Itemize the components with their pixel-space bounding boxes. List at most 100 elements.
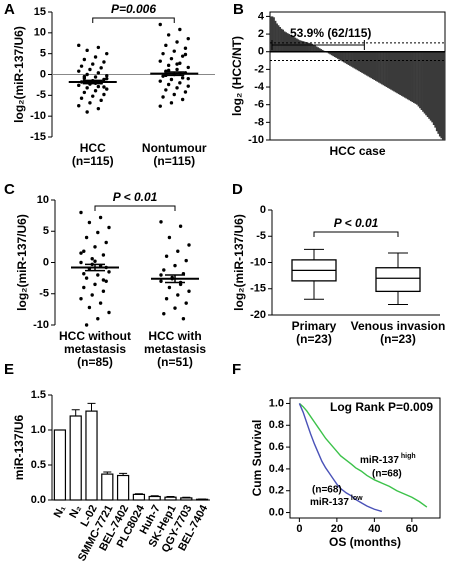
dot [180, 54, 185, 58]
dot [105, 76, 109, 81]
bar [362, 51, 365, 74]
dot [96, 84, 101, 89]
bar [346, 51, 348, 65]
bar [132, 493, 146, 501]
y-axis-label: log₂(miR-137/U6) [15, 214, 29, 311]
y-tick-label: 0 [260, 204, 266, 216]
bar [385, 51, 388, 88]
bar [390, 51, 393, 90]
bar [338, 51, 341, 60]
x-tick-label: 0 [296, 523, 302, 535]
p-value: P=0.006 [111, 2, 156, 16]
bar [277, 25, 280, 52]
dot [85, 86, 89, 90]
bar [301, 41, 304, 52]
survival-curve [298, 402, 428, 508]
bar [352, 51, 354, 68]
n-label: (n=51) [157, 355, 193, 369]
bar [335, 51, 338, 58]
bar [355, 51, 358, 70]
bar [271, 16, 274, 52]
dot [88, 67, 92, 72]
bar [333, 51, 336, 58]
bar [349, 51, 351, 66]
dot [175, 62, 179, 66]
bar [343, 51, 345, 63]
bar [429, 51, 432, 121]
bar [318, 48, 321, 52]
dot [159, 279, 163, 283]
bar [53, 429, 67, 501]
bracket [271, 40, 365, 50]
x-tick-label: HCC [80, 141, 106, 155]
bar [416, 51, 418, 105]
legend-sup: high [401, 453, 416, 460]
bar [164, 496, 177, 501]
bar [391, 51, 394, 91]
y-tick-label: 0.4 [269, 463, 285, 475]
bar [376, 51, 379, 82]
dot [93, 245, 97, 249]
dot [102, 85, 106, 89]
y-tick-label: -5 [36, 89, 46, 101]
bar [291, 35, 294, 52]
dot [85, 48, 89, 53]
y-tick-label: 0.0 [31, 494, 46, 506]
bar [359, 51, 362, 73]
bar [311, 43, 313, 52]
n-label: (n=23) [296, 332, 332, 346]
y-tick-label: -20 [250, 309, 266, 321]
bar [340, 51, 342, 61]
dot [79, 96, 84, 100]
dot [180, 97, 185, 102]
dot [166, 68, 171, 73]
dot [164, 43, 168, 48]
bar [315, 46, 318, 52]
dot [161, 51, 165, 56]
bar [195, 498, 209, 501]
bar [368, 51, 371, 78]
dot [173, 306, 177, 310]
dot [162, 312, 166, 316]
significance-bracket [94, 205, 176, 211]
bar [344, 51, 347, 64]
bar [373, 51, 376, 80]
bar [403, 51, 406, 98]
bar [394, 51, 397, 93]
bar [375, 51, 377, 81]
dot [183, 90, 188, 94]
dot [158, 22, 162, 27]
bar [282, 29, 284, 52]
y-axis-label: miR-137/U6 [12, 415, 26, 481]
bar [379, 51, 382, 84]
bar [441, 51, 444, 140]
panel-letter: E [4, 361, 14, 378]
bar [406, 51, 409, 100]
y-tick-label: 5 [43, 225, 49, 237]
dot [77, 104, 81, 108]
y-tick-label: -8 [254, 116, 264, 128]
dot [158, 104, 162, 108]
x-tick-label: 40 [368, 523, 380, 535]
y-tick-label: 0.6 [269, 441, 284, 453]
y-tick-label: 0.5 [31, 459, 46, 471]
panel-letter: F [232, 361, 241, 378]
bar [384, 51, 386, 87]
dot [107, 225, 111, 230]
bar [399, 51, 402, 95]
bar [297, 39, 300, 52]
bar [413, 51, 415, 103]
dot [93, 75, 98, 79]
dot [166, 33, 171, 37]
dot [102, 92, 106, 97]
dot [102, 77, 106, 82]
dot [184, 258, 188, 263]
bar [332, 51, 335, 57]
bar [305, 42, 307, 52]
bar [312, 44, 315, 52]
dot [176, 293, 180, 297]
bar [330, 51, 333, 56]
dot [90, 293, 94, 297]
bar [276, 23, 278, 52]
